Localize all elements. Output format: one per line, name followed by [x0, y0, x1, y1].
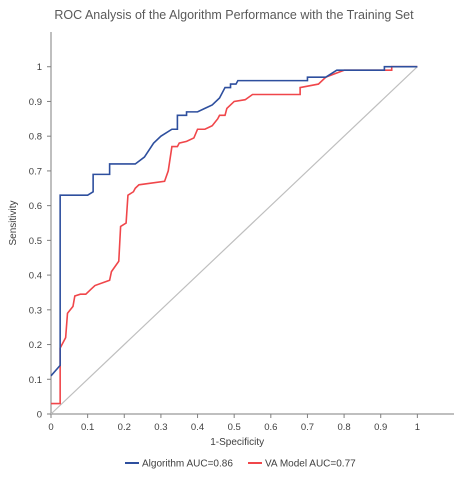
y-tick-label: 0.6 [29, 201, 42, 212]
y-tick-label: 0 [37, 410, 42, 421]
x-tick-label: 1 [415, 422, 420, 433]
axes-layer: 0 0.1 0.2 0.3 0.4 0.5 0.6 0.7 0.8 0.9 1 0 0.1 0.2 0.3 0… [8, 32, 454, 448]
x-tick-label: 0 [48, 422, 53, 433]
x-tick-label: 0.5 [228, 422, 241, 433]
y-tick-label: 0.5 [29, 236, 42, 247]
va-model-roc-line [51, 65, 418, 405]
x-tick-label: 0.4 [191, 422, 204, 433]
x-tick-label: 0.9 [374, 422, 387, 433]
legend-algorithm-label: Algorithm AUC=0.86 [142, 459, 233, 470]
series-layer [50, 65, 418, 415]
y-tick-label: 0.1 [29, 375, 42, 386]
y-tick-label: 0.4 [29, 271, 42, 282]
y-tick-label: 0.9 [29, 97, 42, 108]
legend: Algorithm AUC=0.86 VA Model AUC=0.77 [125, 459, 356, 470]
x-tick-label: 0.8 [337, 422, 350, 433]
y-tick-label: 0.3 [29, 305, 42, 316]
y-axis-title: Sensitivity [8, 200, 19, 245]
x-tick-label: 0.7 [301, 422, 314, 433]
reference-diagonal-line [50, 66, 418, 415]
legend-va-model-label: VA Model AUC=0.77 [265, 459, 356, 470]
y-tick-label: 0.7 [29, 166, 42, 177]
chart-title: ROC Analysis of the Algorithm Performanc… [54, 8, 414, 22]
y-tick-label: 1 [37, 62, 42, 73]
algorithm-roc-line [50, 65, 418, 377]
x-axis-title: 1-Specificity [210, 437, 264, 448]
y-tick-label: 0.2 [29, 340, 42, 351]
y-tick-label: 0.8 [29, 132, 42, 143]
x-tick-label: 0.6 [264, 422, 277, 433]
x-tick-label: 0.2 [118, 422, 131, 433]
x-tick-label: 0.1 [81, 422, 94, 433]
x-tick-label: 0.3 [154, 422, 167, 433]
